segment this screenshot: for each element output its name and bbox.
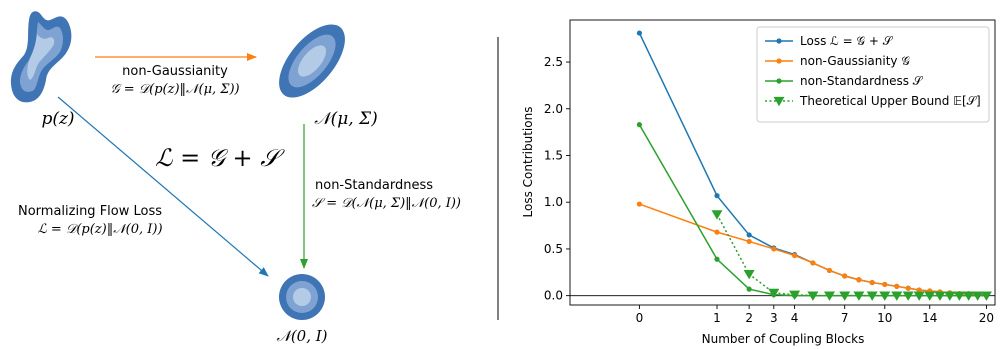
data-point: [853, 291, 865, 301]
y-tick-label: 0.5: [544, 242, 563, 256]
legend-label: non-Gaussianity 𝒢: [800, 54, 910, 68]
series-layer: [636, 30, 992, 301]
gaussian-blob: [279, 24, 345, 98]
data-point: [636, 122, 643, 128]
gaussian-label: 𝒩(μ, Σ): [314, 109, 377, 129]
data-point: [882, 281, 888, 288]
data-point: [905, 285, 911, 291]
non-standardness-series-line: [638, 124, 987, 297]
legend-marker: [776, 58, 782, 64]
legend-entry: Theoretical Upper Bound 𝔼[𝒮]: [765, 94, 981, 108]
x-tick-label: 1: [713, 311, 721, 325]
data-point: [913, 291, 925, 301]
legend-entry: Loss ℒ = 𝒢 + 𝒮: [765, 34, 894, 48]
data-point: [636, 201, 643, 207]
x-tick-label: 0: [636, 311, 644, 325]
data-point: [902, 291, 914, 301]
legend-marker: [776, 78, 782, 84]
non-standardness-series: [636, 122, 990, 299]
x-tick-label: 14: [922, 311, 937, 325]
data-point: [934, 291, 946, 301]
data-point: [894, 283, 900, 289]
data-point: [916, 287, 922, 293]
legend-label: Theoretical Upper Bound 𝔼[𝒮]: [799, 94, 981, 108]
data-point: [879, 291, 891, 301]
data-point: [711, 210, 723, 220]
x-tick-label: 4: [791, 311, 799, 325]
standard-normal-blob: [279, 274, 325, 320]
data-point: [963, 291, 975, 301]
data-point: [839, 291, 851, 301]
data-point: [743, 270, 755, 280]
non-gaussianity-label: non-Gaussianity: [122, 64, 228, 79]
non-standardness-formula: 𝒮 = 𝒟(𝒩(μ, Σ)‖𝒩(0, I)): [312, 196, 461, 211]
data-point: [714, 229, 720, 235]
legend-label: non-Standardness 𝒮: [800, 74, 924, 88]
x-axis-label: Number of Coupling Blocks: [702, 332, 865, 346]
data-point: [944, 291, 956, 301]
pz-blob: [10, 11, 72, 103]
data-point: [866, 291, 878, 301]
plot-frame: [569, 19, 996, 306]
data-point: [953, 291, 965, 301]
data-point: [636, 30, 643, 36]
data-point: [746, 238, 752, 245]
data-point: [810, 260, 816, 266]
data-point: [842, 273, 848, 279]
y-tick-label: 2.5: [544, 55, 563, 69]
y-tick-label: 0.0: [544, 289, 563, 303]
non-standardness-label: non-Standardness: [315, 178, 433, 193]
legend-marker: [773, 96, 785, 107]
data-point: [856, 277, 862, 283]
loss-chart: 0 1 2 3 4 7 10 14 20 0.0 0.5 1.0 1.5 2.0 2.5 Number o…: [521, 19, 996, 346]
legend-label: Loss ℒ = 𝒢 + 𝒮: [800, 34, 894, 48]
x-tick-label: 2: [745, 311, 753, 325]
x-tick-label: 7: [841, 311, 849, 325]
standard-normal-label: 𝒩(0, I): [276, 327, 327, 345]
y-axis-label: Loss Contributions: [521, 107, 535, 218]
data-point: [714, 256, 720, 262]
legend-marker: [776, 38, 782, 44]
upper-bound-series: [711, 210, 992, 301]
legend-box: [756, 26, 990, 123]
x-tick-label: 20: [979, 311, 994, 325]
flow-diagram: p(z) 𝒩(μ, Σ) 𝒩(0, I) non-Gaussianity 𝒢 =…: [10, 11, 461, 345]
data-point: [714, 193, 720, 199]
central-formula: ℒ = 𝒢 + 𝒮: [155, 144, 285, 172]
data-point: [823, 291, 835, 301]
data-point: [791, 252, 798, 259]
data-point: [980, 291, 992, 301]
flow-loss-label: Normalizing Flow Loss: [18, 204, 162, 219]
data-point: [771, 246, 777, 252]
x-tick-label: 10: [877, 311, 892, 325]
data-point: [869, 279, 875, 286]
flow-loss-formula: ℒ = 𝒟(p(z)‖𝒩(0, I)): [37, 222, 162, 237]
data-point: [746, 286, 752, 292]
y-tick-label: 1.5: [544, 148, 563, 162]
legend-entry: non-Standardness 𝒮: [765, 74, 924, 88]
pz-label: p(z): [41, 109, 74, 129]
non-gaussianity-series-line: [639, 203, 987, 296]
data-point: [789, 290, 801, 300]
x-tick-label: 3: [770, 311, 778, 325]
data-point: [768, 288, 780, 299]
data-point: [924, 291, 936, 301]
data-point: [746, 232, 752, 238]
data-point: [826, 267, 833, 274]
data-point: [807, 291, 819, 301]
y-tick-label: 1.0: [544, 195, 563, 209]
x-axis: 0 1 2 3 4 7 10 14 20: [636, 305, 994, 325]
upper-bound-series-line: [716, 214, 987, 297]
data-point: [972, 291, 984, 301]
y-tick-label: 2.0: [544, 102, 563, 116]
legend-entry: non-Gaussianity 𝒢: [765, 54, 910, 68]
flow-loss-arrow: [57, 96, 269, 277]
non-gaussianity-series: [636, 201, 990, 298]
legend: Loss ℒ = 𝒢 + 𝒮 non-Gaussianity 𝒢 non-Stand…: [756, 26, 990, 123]
data-point: [891, 291, 903, 301]
non-gaussianity-formula: 𝒢 = 𝒟(p(z)‖𝒩(μ, Σ)): [110, 82, 239, 97]
y-axis: 0.0 0.5 1.0 1.5 2.0 2.5: [544, 55, 570, 303]
